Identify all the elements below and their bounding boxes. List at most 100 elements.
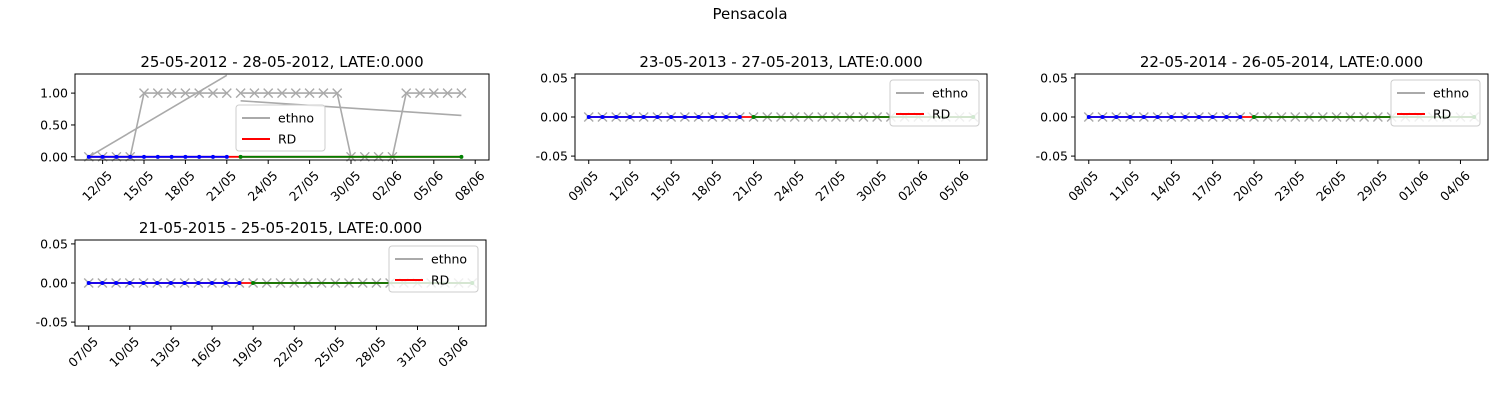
point-marker: [141, 281, 146, 285]
point-marker: [1114, 115, 1119, 119]
subplot-1: 25-05-2012 - 28-05-2012, LATE:0.000 0.00 0…: [40, 53, 490, 204]
figure-title: Pensacola: [712, 5, 788, 23]
y-tick-label: -0.05: [536, 149, 568, 164]
legend-label: ethno: [431, 252, 467, 267]
point-marker: [1251, 115, 1256, 119]
point-marker: [696, 115, 701, 119]
y-tick-label: 1.00: [40, 86, 68, 101]
point-marker: [183, 154, 188, 159]
x-tick-label: 15/05: [648, 168, 684, 204]
x-tick-label: 24/05: [245, 168, 281, 204]
point-marker: [86, 281, 91, 285]
x-tick-label: 27/05: [286, 168, 322, 204]
x-tick-label: 30/05: [327, 168, 363, 204]
legend: ethno RD: [1390, 79, 1481, 127]
x-tick-label: 08/06: [452, 168, 488, 204]
y-tick-label: -0.05: [36, 315, 68, 330]
x-tick-label: 31/05: [394, 334, 430, 370]
point-marker: [1196, 115, 1201, 119]
x-tick-label: 02/06: [895, 168, 931, 204]
x-marker: [442, 88, 453, 99]
x-tick-label: 18/05: [689, 168, 725, 204]
x-tick-label: 25/05: [312, 334, 348, 370]
point-marker: [251, 281, 256, 285]
point-marker: [1238, 115, 1243, 119]
legend-label: ethno: [932, 86, 968, 101]
x-tick-label: 29/05: [1354, 168, 1390, 204]
point-marker: [1169, 115, 1174, 119]
point-marker: [751, 115, 756, 119]
point-marker: [223, 281, 228, 285]
y-tick-label: 0.05: [1040, 70, 1068, 85]
axes-frame: [1074, 73, 1489, 161]
axes-frame: [74, 239, 487, 327]
x-tick-label: 24/05: [771, 168, 807, 204]
x-tick-label: 28/05: [353, 334, 389, 370]
x-tick-label: 30/05: [854, 168, 890, 204]
subplot-3: 22-05-2014 - 26-05-2014, LATE:0.000 -0.05…: [1036, 53, 1489, 204]
subplot-title: 21-05-2015 - 25-05-2015, LATE:0.000: [139, 219, 422, 237]
x-tick-label: 05/06: [410, 168, 446, 204]
x-tick-label: 21/05: [203, 168, 239, 204]
point-marker: [614, 115, 619, 119]
x-marker: [332, 88, 343, 99]
series-line: [88, 74, 228, 158]
point-marker: [155, 154, 160, 159]
point-marker: [627, 115, 632, 119]
x-marker: [304, 88, 315, 99]
x-tick-label: 12/05: [79, 168, 115, 204]
point-marker: [238, 154, 243, 159]
point-marker: [210, 281, 214, 285]
x-marker: [166, 88, 177, 99]
x-tick-label: 27/05: [812, 168, 848, 204]
legend-label: ethno: [1433, 86, 1469, 101]
point-marker: [737, 115, 742, 119]
x-tick-label: 03/06: [435, 334, 471, 370]
x-tick-label: 23/05: [1272, 168, 1308, 204]
point-marker: [100, 281, 105, 285]
point-marker: [641, 115, 646, 119]
x-marker: [401, 88, 412, 99]
x-marker: [456, 88, 467, 99]
y-tick-label: 0.05: [40, 236, 68, 251]
y-tick-label: 0.00: [40, 276, 68, 291]
point-marker: [586, 115, 591, 119]
subplot-4: 21-05-2015 - 25-05-2015, LATE:0.000 -0.05…: [36, 219, 487, 370]
x-tick-label: 26/05: [1313, 168, 1349, 204]
point-marker: [655, 115, 660, 119]
point-marker: [128, 154, 133, 159]
x-marker: [208, 88, 218, 99]
x-tick-label: 18/05: [162, 168, 198, 204]
point-marker: [710, 115, 715, 119]
x-tick-label: 08/05: [1065, 168, 1101, 204]
x-tick-label: 02/06: [369, 168, 405, 204]
point-marker: [459, 154, 464, 159]
series-line: [240, 100, 462, 117]
x-marker: [277, 88, 287, 99]
x-tick-label: 12/05: [606, 168, 642, 204]
point-marker: [197, 154, 202, 159]
x-tick-label: 14/05: [1148, 168, 1184, 204]
point-marker: [1128, 115, 1133, 119]
subplot-title: 22-05-2014 - 26-05-2014, LATE:0.000: [1140, 53, 1423, 71]
point-marker: [669, 115, 674, 119]
point-marker: [1183, 115, 1188, 119]
point-marker: [114, 281, 119, 285]
legend-label: RD: [932, 107, 950, 122]
x-marker: [249, 88, 260, 99]
x-marker: [152, 88, 163, 99]
point-marker: [169, 154, 174, 159]
point-marker: [682, 115, 687, 119]
x-marker: [221, 88, 232, 99]
y-tick-label: 0.00: [40, 149, 68, 164]
point-marker: [1086, 115, 1091, 119]
y-tick-label: 0.00: [1040, 110, 1068, 125]
point-marker: [600, 115, 605, 119]
x-tick-label: 10/05: [106, 334, 142, 370]
legend-label: RD: [278, 132, 296, 147]
point-marker: [1100, 115, 1105, 119]
subplot-title: 25-05-2012 - 28-05-2012, LATE:0.000: [140, 53, 423, 71]
x-tick-label: 21/05: [730, 168, 766, 204]
x-tick-label: 15/05: [120, 168, 156, 204]
